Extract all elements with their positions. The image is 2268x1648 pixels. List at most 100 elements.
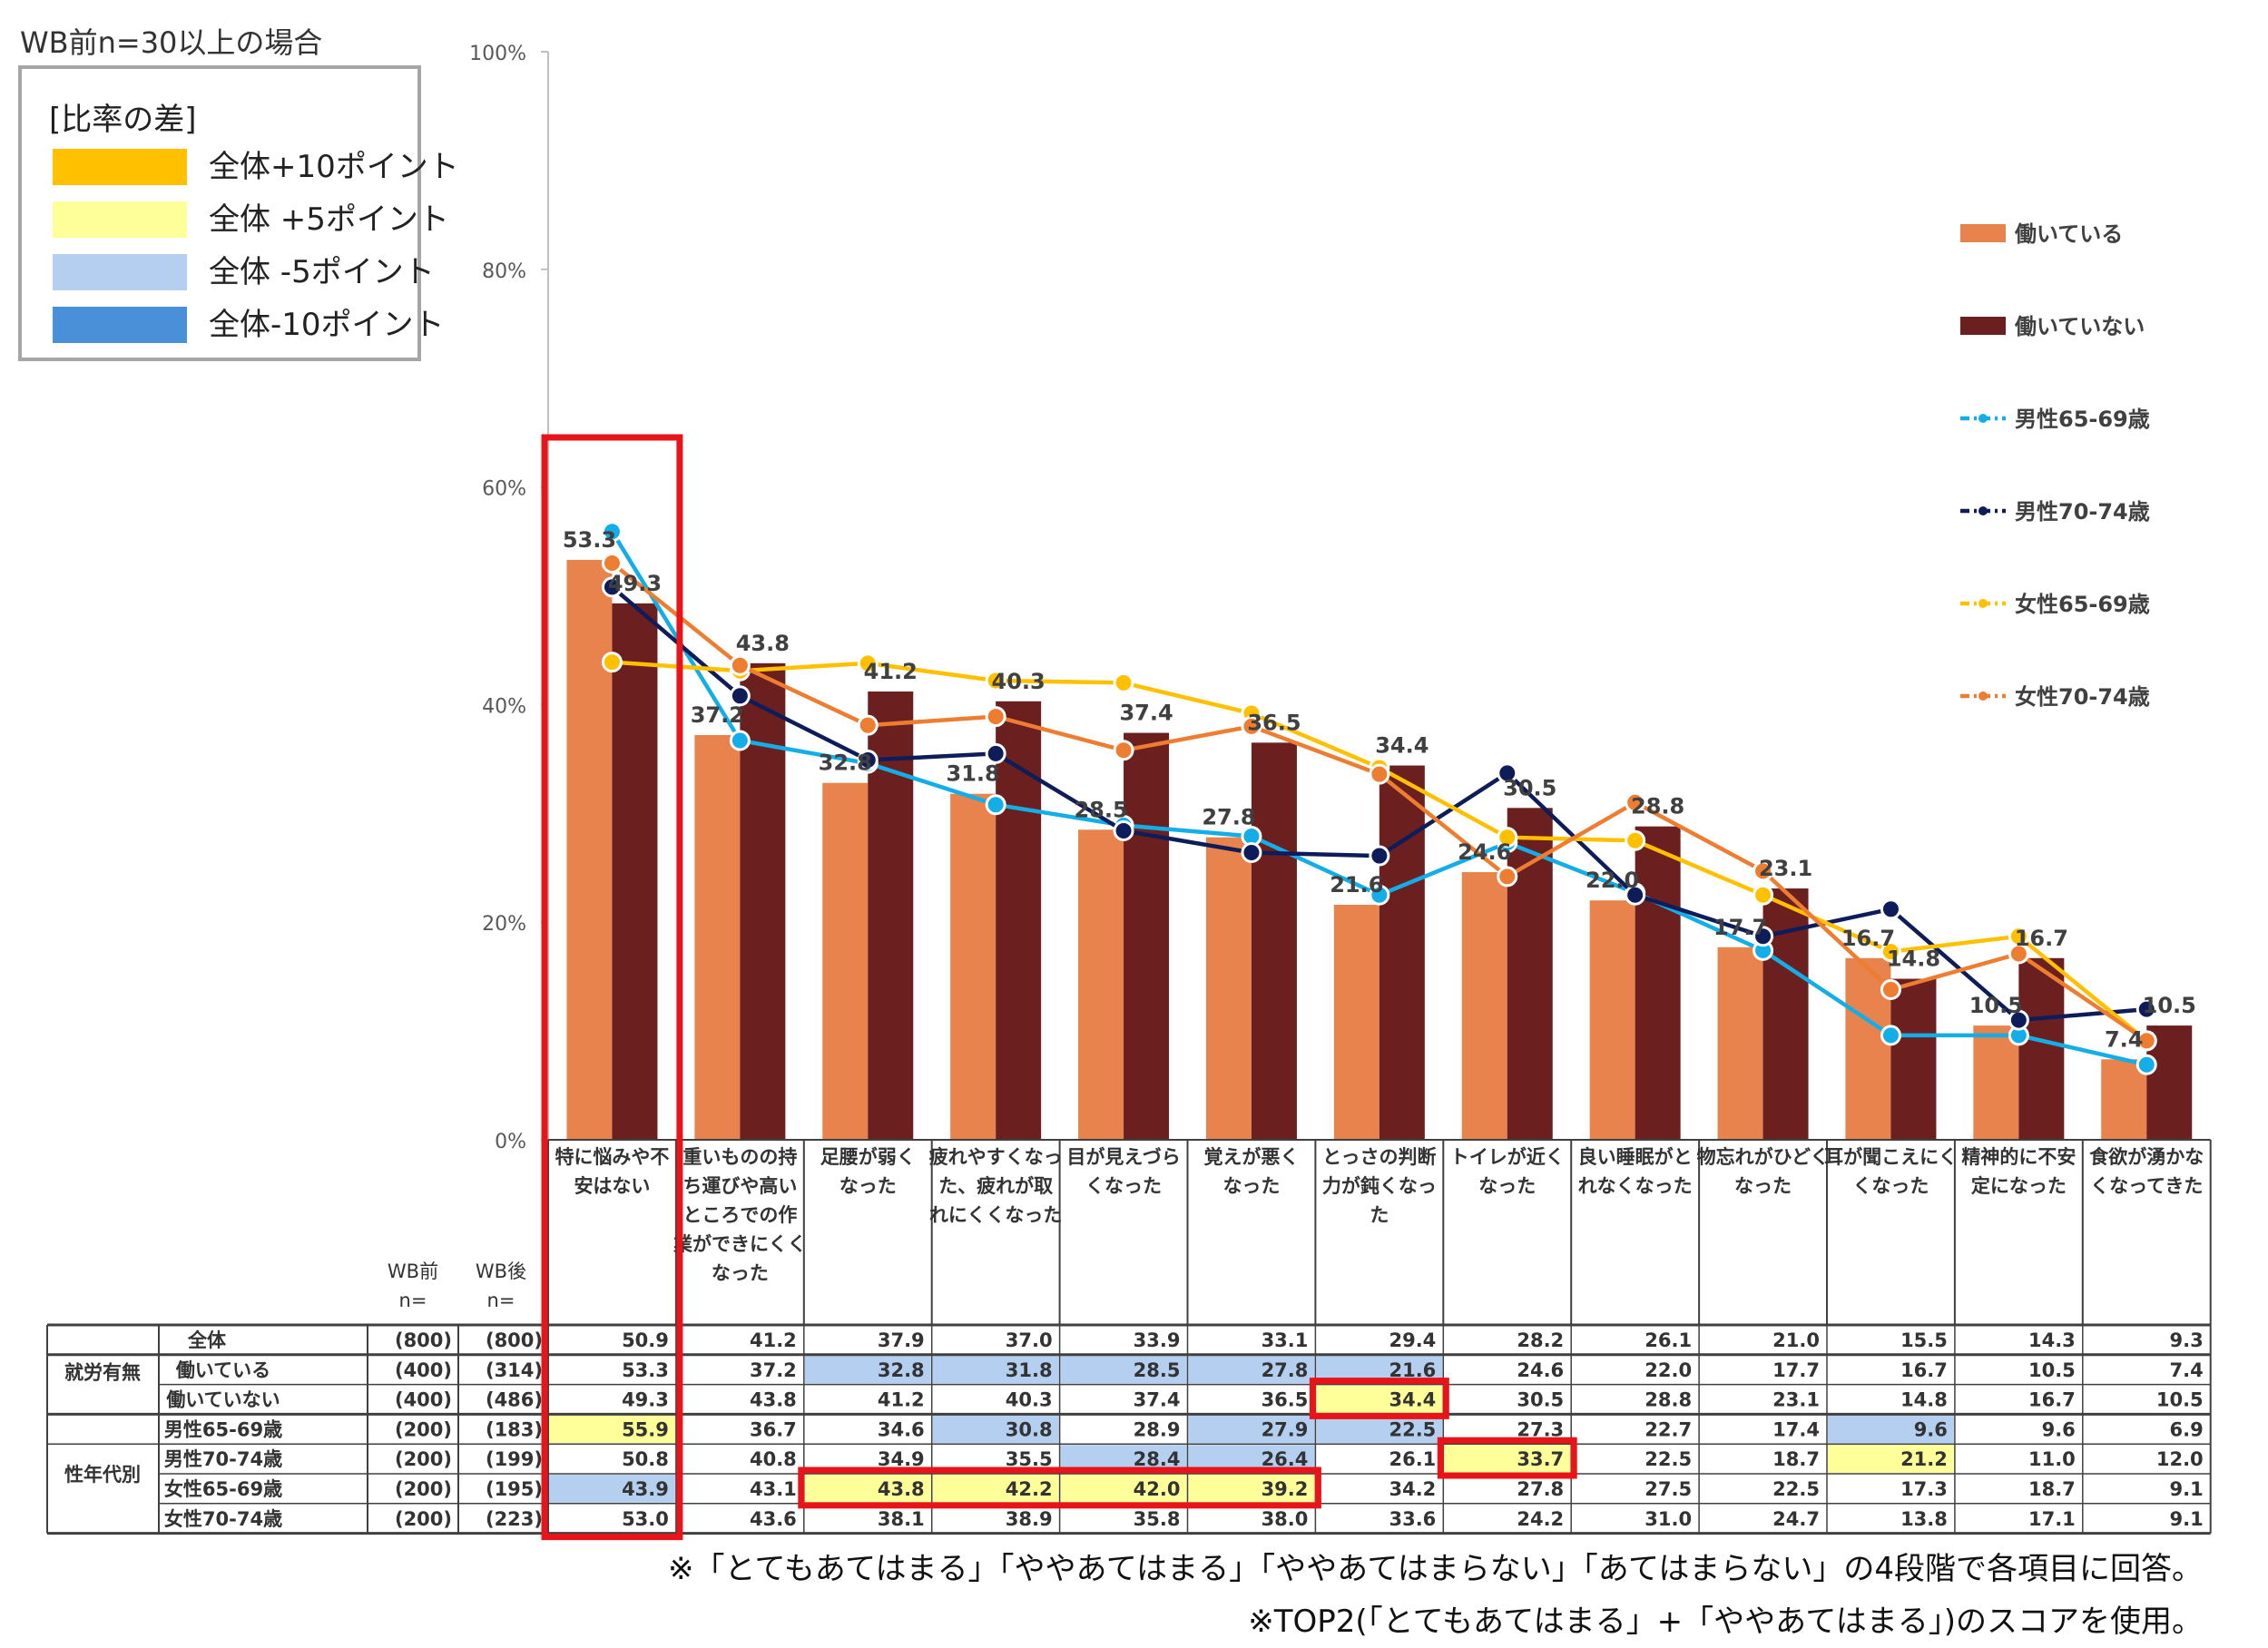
- category-label: 覚えが悪く: [1203, 1146, 1299, 1168]
- highlighted-cell: [932, 1475, 1059, 1503]
- table-cell: 40.8: [750, 1448, 797, 1470]
- line-marker-3: [1241, 715, 1262, 737]
- wb-after-head: WB後: [476, 1261, 526, 1282]
- n-after: (195): [486, 1478, 543, 1500]
- table-cell: 37.4: [1134, 1389, 1181, 1411]
- highlighted-cell: [932, 1355, 1059, 1384]
- n-before: (200): [395, 1448, 452, 1470]
- table-cell: 36.5: [1262, 1389, 1309, 1411]
- highlighted-cell: [1316, 1385, 1443, 1414]
- category-label: 力が鈍くなっ: [1322, 1175, 1437, 1197]
- line-marker-0: [1369, 884, 1390, 906]
- table-cell: 9.1: [2169, 1478, 2203, 1500]
- bar-working: [1333, 905, 1379, 1140]
- table-cell: 27.8: [1517, 1478, 1564, 1500]
- bar-data-label: 36.5: [1247, 710, 1301, 735]
- table-cell: 42.2: [1006, 1478, 1053, 1500]
- line-marker-3: [601, 553, 623, 574]
- table-cell: 31.8: [1006, 1359, 1053, 1381]
- table-cell: 21.2: [1900, 1448, 1948, 1470]
- table-cell: 28.2: [1517, 1329, 1564, 1351]
- emphasis-box-no-worry: [541, 434, 683, 1541]
- table-cell: 50.8: [622, 1448, 669, 1470]
- category-label: た、疲れが取: [938, 1175, 1053, 1197]
- line-marker-1: [1753, 926, 1774, 947]
- table-cell: 16.7: [1900, 1359, 1948, 1381]
- category-label: なった: [1222, 1175, 1280, 1197]
- highlighted-cell: [549, 1415, 675, 1444]
- table-cell: 28.9: [1134, 1418, 1181, 1440]
- legend-label: 女性65-69歳: [2015, 592, 2150, 617]
- table-cell: 34.2: [1389, 1478, 1436, 1500]
- bar-data-label: 28.5: [1074, 797, 1127, 822]
- table-cell: 53.0: [622, 1508, 669, 1530]
- bar-not-working: [1251, 742, 1297, 1140]
- bar-working: [1205, 837, 1252, 1140]
- bar-data-label: 10.5: [2143, 993, 2196, 1018]
- line-marker-2: [1625, 829, 1646, 851]
- bar-data-label: 32.8: [819, 750, 872, 776]
- table-cell: 11.0: [2028, 1448, 2076, 1470]
- table-cell: 13.8: [1900, 1508, 1948, 1530]
- table-cell: 14.3: [2028, 1329, 2076, 1351]
- table-cell: 50.9: [622, 1329, 669, 1351]
- bar-data-label: 10.5: [1969, 993, 2023, 1018]
- category-label: 足腰が弱く: [820, 1146, 916, 1168]
- highlighted-cell: [1188, 1355, 1315, 1384]
- line-marker-1: [1880, 898, 1901, 920]
- line-marker-1: [1625, 884, 1646, 906]
- table-cell: 35.8: [1134, 1508, 1181, 1530]
- table-cell: 37.0: [1006, 1329, 1053, 1351]
- table-cell: 30.5: [1517, 1389, 1564, 1411]
- line-marker-3: [729, 654, 751, 676]
- key-label-plus10: 全体+10ポイント: [209, 149, 459, 185]
- table-cell: 26.4: [1262, 1448, 1309, 1470]
- line-marker-3: [2135, 1030, 2157, 1052]
- category-label: た: [1370, 1204, 1389, 1226]
- highlighted-cell: [1188, 1415, 1315, 1444]
- bar-not-working: [1890, 978, 1937, 1140]
- table-cell: 40.3: [1006, 1389, 1053, 1411]
- line-marker-3: [1497, 866, 1518, 888]
- row-label: 働いている: [175, 1359, 270, 1381]
- table-cell: 53.3: [622, 1359, 669, 1381]
- line-marker-1: [1369, 845, 1390, 867]
- highlighted-cell: [1828, 1415, 1954, 1444]
- line-marker-2: [1753, 884, 1774, 906]
- category-label: 疲れやすくなっ: [929, 1146, 1063, 1168]
- bar-not-working: [1635, 826, 1681, 1140]
- table-cell: 27.3: [1517, 1418, 1564, 1440]
- category-label: トイレが近く: [1450, 1146, 1565, 1168]
- table-cell: 18.7: [2028, 1478, 2076, 1500]
- table-cell: 7.4: [2169, 1359, 2203, 1381]
- table-cell: 22.7: [1645, 1418, 1692, 1440]
- legend-label: 女性70-74歳: [2015, 684, 2150, 710]
- table-cell: 23.1: [1772, 1389, 1820, 1411]
- table-cell: 24.2: [1517, 1508, 1564, 1530]
- bar-working: [694, 734, 741, 1140]
- highlighted-cell: [1444, 1445, 1571, 1473]
- table-cell: 10.5: [2156, 1389, 2204, 1411]
- highlighted-cell: [1060, 1355, 1187, 1384]
- category-label: 物忘れがひどく: [1697, 1146, 1830, 1168]
- n-after: (183): [486, 1418, 543, 1440]
- bar-data-label: 16.7: [1841, 926, 1895, 951]
- table-cell: 26.1: [1645, 1329, 1692, 1351]
- n-after: (800): [486, 1329, 543, 1351]
- table-cell: 33.1: [1262, 1329, 1309, 1351]
- category-label: ち運びや高い: [682, 1175, 797, 1197]
- n-before: (800): [395, 1329, 452, 1351]
- bar-data-label: 43.8: [736, 631, 790, 656]
- legend-marker: [1978, 599, 1988, 608]
- table-cell: 35.5: [1006, 1448, 1053, 1470]
- table-cell: 32.8: [878, 1359, 925, 1381]
- y-tick-label: 0%: [495, 1131, 526, 1153]
- highlighted-cell: [804, 1475, 931, 1503]
- table-cell: 34.4: [1389, 1389, 1436, 1411]
- table-cell: 33.9: [1134, 1329, 1181, 1351]
- line-marker-1: [601, 576, 623, 598]
- bar-data-label: 7.4: [2105, 1026, 2144, 1052]
- table-cell: 41.2: [750, 1329, 797, 1351]
- table-cell: 9.1: [2169, 1508, 2203, 1530]
- n-after: (199): [486, 1448, 543, 1470]
